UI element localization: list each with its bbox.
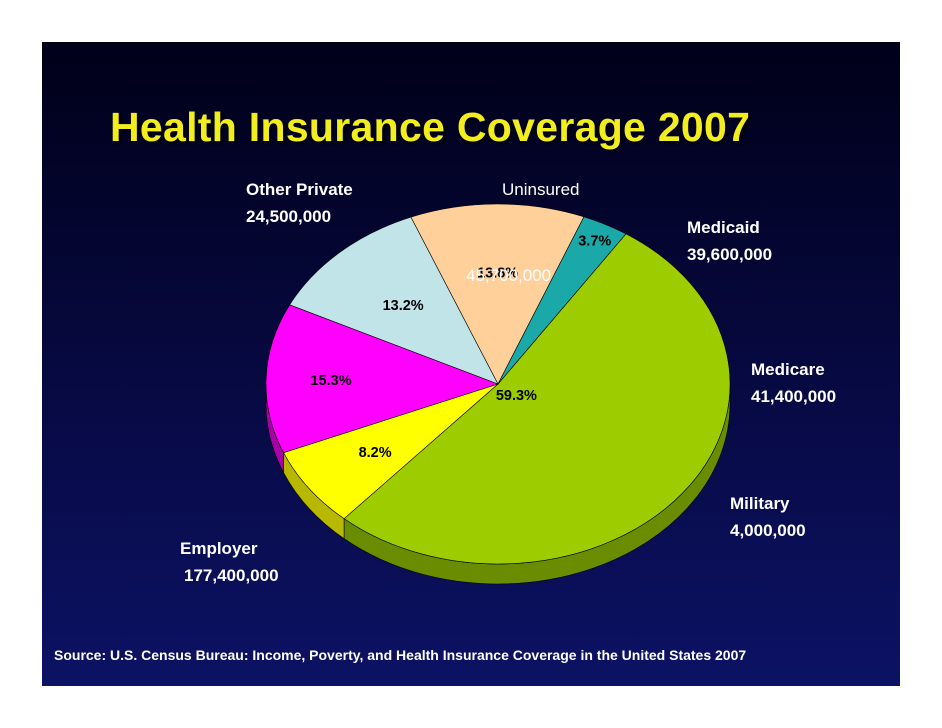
label-other-private: Other Private 24,500,000 <box>246 176 353 230</box>
pie-percent-medicare: 13.8% <box>477 265 518 281</box>
label-other-private-value: 24,500,000 <box>246 207 332 226</box>
pie-percent-uninsured: 15.3% <box>310 373 351 389</box>
pie-percent-employer: 59.3% <box>496 388 537 404</box>
label-medicare-name: Medicare <box>751 360 825 379</box>
pie-slice-employer <box>343 233 731 565</box>
pie-slice-other-private <box>283 383 499 520</box>
label-military: Military 4,000,000 <box>730 490 806 544</box>
pie-slice-uninsured <box>265 304 499 454</box>
label-military-value: 4,000,000 <box>730 521 806 540</box>
label-employer-name: Employer <box>180 539 258 558</box>
label-employer-value: 177,400,000 <box>184 566 279 585</box>
pie-percent-military: 3.7% <box>578 233 611 249</box>
source-note: Source: U.S. Census Bureau: Income, Pove… <box>54 647 747 663</box>
pie-slice-medicare <box>410 203 585 385</box>
label-other-private-name: Other Private <box>246 180 353 199</box>
pie-slice-medicaid <box>289 216 499 385</box>
label-medicaid: Medicaid 39,600,000 <box>687 214 772 268</box>
label-uninsured-value: 45,700,000 <box>466 266 552 285</box>
label-medicaid-value: 39,600,000 <box>687 245 773 264</box>
label-medicare: Medicare 41,400,000 <box>751 356 836 410</box>
label-medicare-value: 41,400,000 <box>751 387 837 406</box>
label-military-name: Military <box>730 494 790 513</box>
pie-percent-medicaid: 13.2% <box>383 298 424 314</box>
label-employer: Employer 177,400,000 <box>180 535 279 589</box>
pie-slice-military <box>497 216 627 385</box>
label-uninsured-name: Uninsured <box>502 180 580 199</box>
chart-title: Health Insurance Coverage 2007 <box>110 104 751 150</box>
pie-percent-other-private: 8.2% <box>359 445 392 461</box>
label-medicaid-name: Medicaid <box>687 218 760 237</box>
